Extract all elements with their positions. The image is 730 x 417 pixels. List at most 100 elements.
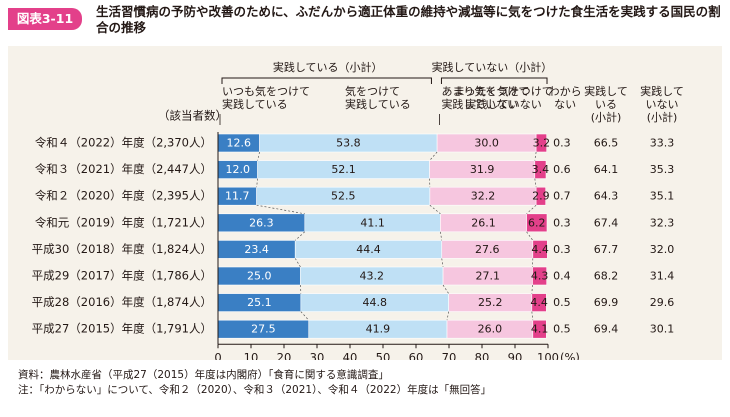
- subtotal-practicing: 66.5: [594, 137, 619, 150]
- chart-panel: 実践している（小計） 実践していない（小計） いつも気をつけて 実践している 気をつけて…: [8, 46, 722, 360]
- x-tick-label: 0: [214, 351, 221, 360]
- data-label-unknown: 0.5: [553, 323, 571, 336]
- category-label: 平成27（2015）年度（1,791人）: [32, 322, 212, 336]
- column-header-s4: わから: [549, 85, 582, 98]
- subtotal-practicing: 69.4: [594, 323, 619, 336]
- data-label: 26.1: [471, 216, 496, 229]
- connector-line: [526, 204, 537, 215]
- data-label-unknown: 0.6: [553, 163, 571, 176]
- connector-line: [441, 258, 444, 268]
- data-label: 30.0: [474, 137, 499, 150]
- data-label-unknown: 0.5: [553, 296, 571, 309]
- connector-line: [526, 231, 534, 241]
- data-label: 26.3: [249, 216, 274, 229]
- source-note: 資料：農林水産省（平成27（2015）年度は内閣府）「食育に関する意識調査」: [18, 369, 389, 381]
- x-tick-label: 30: [310, 351, 325, 360]
- data-label: 3.2: [533, 137, 551, 150]
- column-header-s4: ない: [554, 98, 576, 111]
- category-label: 令和４（2022）年度（2,370人）: [35, 136, 212, 150]
- subtotal-practicing: 68.2: [594, 270, 619, 283]
- subtotal-not-practicing: 35.3: [650, 163, 675, 176]
- column-header-sub2: いない: [646, 98, 679, 111]
- subtotal-not-practicing: 31.4: [650, 270, 675, 283]
- x-unit-label: (%): [560, 351, 580, 360]
- column-header-s0: いつも気をつけて: [222, 84, 310, 98]
- category-label: 令和３（2021）年度（2,447人）: [35, 162, 212, 176]
- x-tick-label: 70: [442, 351, 457, 360]
- subtotal-practicing: 67.4: [594, 216, 619, 229]
- bar-segment-4: [532, 266, 547, 286]
- category-label: 平成29（2017）年度（1,786人）: [32, 269, 212, 283]
- connector-line: [300, 311, 310, 321]
- bracket-not-practicing: [440, 77, 548, 84]
- subtotal-not-practicing: 30.1: [650, 323, 675, 336]
- footnote: 注：「わからない」について、令和２（2020）、令和３（2021）、令和４（20…: [18, 384, 492, 396]
- connector-line: [446, 311, 450, 321]
- category-label: 令和元（2019）年度（1,721人）: [35, 215, 212, 229]
- subtotal-practicing: 69.9: [594, 296, 619, 309]
- connector-line: [256, 178, 258, 188]
- data-label: 25.2: [478, 296, 503, 309]
- bar-segment-4: [532, 319, 547, 339]
- column-header-sub1: いる: [595, 98, 617, 111]
- connector-line: [257, 151, 260, 161]
- data-label: 53.8: [336, 137, 361, 150]
- connector-line: [531, 311, 534, 321]
- x-tick-label: 60: [409, 351, 424, 360]
- category-label: 平成28（2016）年度（1,874人）: [32, 295, 212, 309]
- data-label: 6.2: [528, 216, 546, 229]
- subtotal-practicing: 64.3: [594, 190, 619, 203]
- connector-line: [294, 258, 301, 268]
- subtotal-not-practicing: 35.1: [650, 190, 675, 203]
- data-label: 41.9: [366, 323, 391, 336]
- data-label: 27.6: [475, 243, 500, 256]
- column-header-sub1: (小計): [591, 110, 622, 124]
- x-tick-label: 90: [508, 351, 523, 360]
- data-label-unknown: 0.3: [553, 216, 571, 229]
- stacked-bar-chart: 実践している（小計） 実践していない（小計）いつも気をつけて実践している気をつけて…: [32, 60, 684, 360]
- data-label: 44.4: [356, 243, 381, 256]
- subtotal-practicing: 64.1: [594, 163, 619, 176]
- column-header-s1: 実践している: [345, 97, 411, 111]
- bracket-practicing: [221, 77, 432, 84]
- connector-line: [440, 231, 443, 241]
- chart-title: 生活習慣病の予防や改善のために、ふだんから適正体重の維持や減塩等に気をつけた食生…: [96, 4, 721, 35]
- data-label: 12.6: [227, 137, 252, 150]
- connector-line: [534, 151, 537, 161]
- x-tick-label: 20: [277, 351, 292, 360]
- column-header-sub2: 実践して: [640, 84, 684, 98]
- data-label-unknown: 0.3: [553, 137, 571, 150]
- group-label-practicing: 実践している（小計）: [273, 60, 383, 74]
- bar-segment-4: [526, 213, 548, 233]
- connector-line: [256, 204, 305, 215]
- connector-line: [429, 204, 441, 215]
- subtotal-not-practicing: 32.0: [650, 243, 675, 256]
- data-label: 4.4: [531, 243, 549, 256]
- connector-line: [531, 284, 533, 294]
- category-label: 平成30（2018）年度（1,824人）: [32, 242, 212, 256]
- column-header-s3: 実践していない: [465, 97, 542, 111]
- column-header-sub2: (小計): [647, 110, 678, 124]
- column-header-s2: あまり気をつけて: [441, 84, 529, 98]
- subtotal-not-practicing: 29.6: [650, 296, 675, 309]
- data-label: 31.9: [470, 163, 495, 176]
- data-label-unknown: 0.4: [553, 270, 571, 283]
- data-label-unknown: 0.3: [553, 243, 571, 256]
- group-label-not-practicing: 実践していない（小計）: [432, 60, 553, 74]
- data-label: 4.1: [531, 323, 549, 336]
- connector-line: [442, 284, 449, 294]
- subtotal-practicing: 67.7: [594, 243, 619, 256]
- column-header-s1: 気をつけて: [345, 84, 400, 98]
- data-label: 11.7: [225, 190, 250, 203]
- respondents-label: （該当者数）: [158, 109, 227, 123]
- data-label: 25.0: [247, 270, 272, 283]
- data-label: 41.1: [360, 216, 385, 229]
- x-tick-label: 10: [244, 351, 259, 360]
- connector-line: [294, 231, 306, 241]
- x-tick-label: 50: [376, 351, 391, 360]
- chart-footer: 資料：農林水産省（平成27（2015）年度は内閣府）「食育に関する意識調査」 注…: [18, 368, 491, 398]
- bar-segment-4: [531, 293, 547, 312]
- data-label: 2.9: [532, 190, 550, 203]
- x-tick-label: 40: [343, 351, 358, 360]
- data-label: 4.3: [531, 270, 549, 283]
